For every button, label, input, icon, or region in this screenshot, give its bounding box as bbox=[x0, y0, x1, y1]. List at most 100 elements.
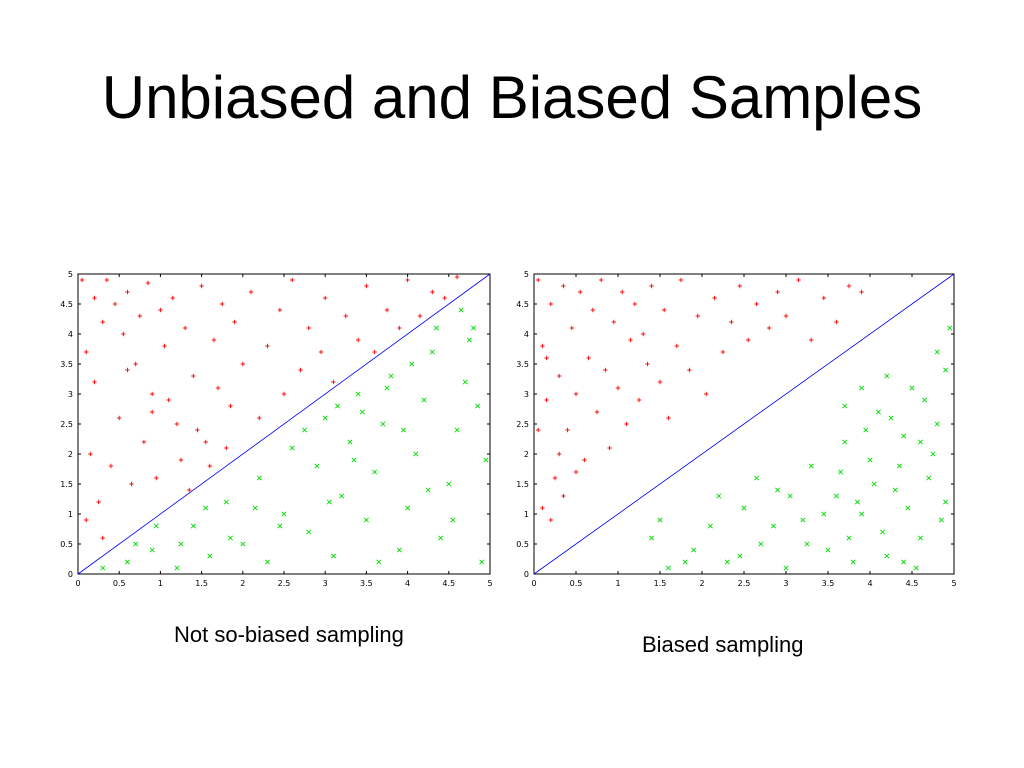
positive-sample-point bbox=[125, 289, 130, 295]
negative-sample-point bbox=[770, 523, 776, 529]
positive-sample-point bbox=[632, 301, 637, 307]
y-tick-label: 1.5 bbox=[60, 480, 73, 489]
negative-sample-point bbox=[863, 427, 869, 433]
negative-sample-point bbox=[483, 457, 489, 463]
positive-sample-point bbox=[783, 313, 789, 319]
y-tick-label: 1 bbox=[68, 510, 73, 519]
y-tick-label: 3 bbox=[524, 390, 529, 399]
positive-sample-point bbox=[573, 391, 579, 397]
negative-sample-point bbox=[842, 403, 848, 409]
negative-sample-point bbox=[405, 505, 411, 511]
x-tick-label: 0.5 bbox=[113, 579, 126, 588]
positive-sample-point bbox=[645, 361, 650, 367]
positive-sample-point bbox=[372, 349, 377, 355]
x-tick-label: 4.5 bbox=[442, 579, 455, 588]
y-tick-label: 1 bbox=[524, 510, 529, 519]
positive-sample-point bbox=[211, 337, 217, 343]
y-tick-label: 5 bbox=[68, 270, 73, 279]
negative-sample-point bbox=[252, 505, 258, 511]
positive-sample-point bbox=[100, 535, 105, 541]
negative-sample-point bbox=[240, 541, 246, 547]
positive-sample-point bbox=[88, 451, 93, 457]
negative-sample-point bbox=[859, 511, 865, 517]
negative-sample-point bbox=[917, 439, 923, 445]
y-tick-label: 4 bbox=[524, 330, 529, 339]
positive-sample-point bbox=[590, 307, 595, 313]
x-tick-label: 3.5 bbox=[822, 579, 835, 588]
negative-sample-point bbox=[917, 535, 923, 541]
negative-sample-point bbox=[943, 499, 949, 505]
negative-sample-point bbox=[351, 457, 357, 463]
x-tick-label: 2 bbox=[240, 579, 245, 588]
positive-sample-point bbox=[582, 457, 587, 463]
positive-sample-point bbox=[544, 397, 549, 403]
negative-sample-point bbox=[396, 547, 402, 553]
negative-sample-point bbox=[339, 493, 345, 499]
negative-sample-point bbox=[207, 553, 213, 559]
positive-sample-point bbox=[257, 415, 262, 421]
positive-sample-point bbox=[405, 277, 410, 283]
negative-sample-point bbox=[425, 487, 431, 493]
positive-sample-point bbox=[318, 349, 324, 355]
positive-sample-point bbox=[240, 361, 245, 367]
negative-sample-point bbox=[450, 517, 456, 523]
negative-sample-point bbox=[256, 475, 262, 481]
negative-sample-point bbox=[475, 403, 481, 409]
positive-sample-point bbox=[578, 289, 583, 295]
negative-sample-point bbox=[376, 559, 382, 565]
positive-sample-point bbox=[720, 349, 726, 355]
negative-sample-point bbox=[133, 541, 139, 547]
positive-sample-point bbox=[586, 355, 591, 361]
decision-boundary-line bbox=[77, 273, 491, 575]
negative-sample-point bbox=[716, 493, 722, 499]
y-tick-label: 0 bbox=[524, 570, 529, 579]
positive-sample-point bbox=[573, 469, 579, 475]
positive-sample-point bbox=[561, 493, 566, 499]
y-tick-label: 3.5 bbox=[60, 360, 73, 369]
y-tick-label: 2 bbox=[68, 450, 73, 459]
negative-sample-point bbox=[100, 565, 106, 571]
scatter-plot-not-so-biased: 0 0.5 1 1.5 2 2.5 3 3.5 4 4.5 5 0 0.5 1 1.5 2 2.5 3 3.5 4 4.… bbox=[58, 262, 498, 600]
negative-sample-point bbox=[384, 385, 390, 391]
negative-sample-point bbox=[741, 505, 747, 511]
negative-sample-point bbox=[800, 517, 806, 523]
negative-sample-point bbox=[682, 559, 688, 565]
negative-sample-point bbox=[821, 511, 827, 517]
positive-sample-point bbox=[182, 325, 188, 331]
positive-sample-point bbox=[767, 325, 772, 331]
negative-sample-point bbox=[775, 487, 781, 493]
x-tick-label: 5 bbox=[487, 579, 492, 588]
negative-sample-point bbox=[178, 541, 184, 547]
positive-sample-point bbox=[174, 421, 180, 427]
slide-title: Unbiased and Biased Samples bbox=[101, 64, 923, 131]
positive-sample-point bbox=[662, 307, 667, 313]
negative-sample-point bbox=[203, 505, 209, 511]
positive-sample-point bbox=[117, 415, 122, 421]
scatter-plot-right-svg: 0 0.5 1 1.5 2 2.5 3 3.5 4 4.5 5 0 0.5 1 1.5 2 2.5 3 3.5 4 4.… bbox=[516, 270, 956, 588]
negative-sample-point bbox=[174, 565, 180, 571]
positive-sample-point bbox=[540, 505, 545, 511]
negative-sample-point bbox=[665, 565, 671, 571]
negative-sample-point bbox=[359, 409, 365, 415]
negative-sample-point bbox=[265, 559, 271, 565]
negative-sample-point bbox=[289, 445, 295, 451]
decision-boundary-line bbox=[533, 273, 955, 575]
x-tick-label: 4.5 bbox=[906, 579, 919, 588]
positive-sample-point bbox=[649, 283, 654, 289]
negative-sample-point bbox=[707, 523, 713, 529]
negative-sample-point bbox=[223, 499, 229, 505]
negative-sample-point bbox=[896, 463, 902, 469]
positive-sample-point bbox=[96, 499, 101, 505]
positive-sample-point bbox=[569, 325, 574, 331]
positive-sample-point bbox=[540, 343, 545, 349]
x-tick-label: 1 bbox=[158, 579, 163, 588]
negative-sample-point bbox=[306, 529, 312, 535]
x-tick-label: 0 bbox=[531, 579, 536, 588]
negative-sample-point bbox=[380, 421, 386, 427]
positive-sample-point bbox=[277, 307, 283, 313]
negative-sample-point bbox=[934, 349, 940, 355]
positive-sample-point bbox=[104, 277, 110, 283]
positive-sample-point bbox=[125, 367, 130, 373]
positive-sample-point bbox=[207, 463, 213, 469]
y-tick-label: 0.5 bbox=[516, 540, 529, 549]
